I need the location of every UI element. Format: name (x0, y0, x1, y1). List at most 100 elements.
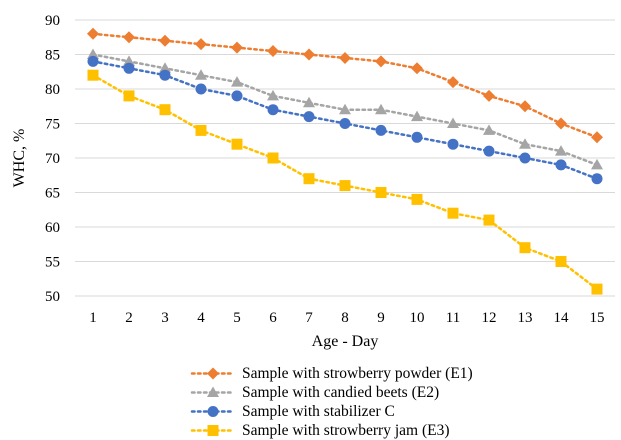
data-point (231, 76, 243, 87)
data-point (555, 145, 567, 156)
legend-marker (207, 406, 219, 417)
x-tick-label: 9 (377, 310, 385, 326)
x-tick-label: 13 (518, 310, 533, 326)
x-tick-label: 15 (590, 310, 605, 326)
data-point (123, 31, 135, 44)
legend-marker (207, 386, 219, 397)
data-point (303, 111, 315, 123)
data-point (159, 62, 171, 73)
data-point (267, 89, 279, 101)
y-tick-label: 60 (45, 220, 60, 236)
series-layer (87, 27, 603, 295)
y-tick-label: 55 (45, 255, 60, 271)
x-tick-label: 5 (233, 310, 241, 326)
y-tick-label: 75 (45, 117, 60, 133)
x-tick-label: 7 (305, 310, 313, 326)
legend-symbol (190, 425, 236, 436)
x-axis-title: Age - Day (312, 333, 379, 350)
data-point (447, 76, 459, 89)
x-tick-label: 1 (89, 310, 97, 326)
legend-label: Sample with strowberry powder (E1) (242, 364, 473, 382)
x-tick-label: 11 (446, 310, 460, 326)
data-point (267, 152, 279, 164)
legend-marker (207, 367, 219, 380)
data-point (591, 283, 603, 295)
data-point (555, 256, 567, 267)
data-point (411, 193, 423, 205)
legend-symbol (190, 367, 236, 380)
data-point (339, 118, 351, 129)
data-point (195, 83, 207, 95)
x-tick-label: 6 (269, 310, 277, 326)
series-4 (87, 69, 603, 295)
data-point (339, 103, 351, 115)
data-point (195, 124, 207, 136)
series-3 (87, 55, 603, 185)
data-point (123, 90, 135, 102)
data-point (339, 180, 351, 192)
data-point (267, 45, 279, 58)
data-point (87, 55, 99, 67)
data-point (375, 124, 387, 136)
y-axis-ticks: 50 55 60 65 70 75 80 85 90 (45, 13, 60, 305)
legend-symbol (190, 386, 236, 397)
data-point (87, 48, 99, 59)
legend-item: Sample with strowberry jam (E3) (190, 421, 610, 440)
data-point (303, 173, 315, 185)
data-point (591, 173, 603, 185)
x-tick-label: 2 (125, 310, 133, 326)
data-point (483, 145, 495, 157)
data-point (303, 96, 315, 108)
legend-item: Sample with stabilizer C (190, 402, 610, 421)
series-2 (87, 48, 603, 170)
data-point (123, 62, 135, 74)
data-point (303, 48, 315, 61)
y-tick-label: 50 (45, 289, 60, 305)
data-point (231, 41, 243, 54)
legend-item: Sample with strowberry powder (E1) (190, 364, 610, 383)
legend-symbol (190, 406, 236, 417)
data-point (555, 159, 567, 171)
data-point (87, 27, 99, 40)
x-tick-label: 4 (197, 310, 205, 326)
data-point (267, 104, 279, 116)
x-tick-label: 3 (161, 310, 169, 326)
data-point (159, 69, 171, 81)
data-point (519, 100, 531, 113)
data-point (195, 69, 207, 80)
data-point (159, 104, 171, 116)
data-point (231, 90, 243, 102)
chart-legend: Sample with strowberry powder (E1) Sample… (190, 364, 610, 440)
data-point (87, 69, 99, 81)
data-point (375, 187, 387, 198)
data-point (159, 34, 171, 47)
y-tick-label: 90 (45, 13, 60, 29)
data-point (375, 103, 387, 115)
data-point (483, 124, 495, 135)
data-point (591, 131, 603, 144)
data-point (447, 138, 459, 150)
legend-label: Sample with stabilizer C (242, 402, 395, 420)
x-tick-label: 8 (341, 310, 349, 326)
series-1 (87, 27, 603, 144)
y-tick-label: 70 (45, 151, 60, 167)
data-point (123, 55, 135, 66)
data-point (483, 89, 495, 102)
y-tick-label: 80 (45, 82, 60, 98)
y-axis-title: WHC, % (11, 129, 28, 188)
data-point (339, 51, 351, 64)
x-tick-label: 12 (482, 310, 497, 326)
data-point (195, 38, 207, 51)
data-point (411, 131, 423, 143)
data-point (519, 138, 531, 149)
data-point (483, 214, 495, 226)
data-point (231, 138, 243, 150)
data-point (519, 242, 531, 254)
x-axis-ticks: 1 2 3 4 5 6 7 8 9 10 11 12 13 14 15 (89, 310, 604, 326)
x-tick-label: 14 (554, 310, 570, 326)
data-point (555, 117, 567, 130)
data-point (375, 55, 387, 68)
y-tick-label: 65 (45, 186, 60, 202)
data-point (447, 207, 459, 219)
